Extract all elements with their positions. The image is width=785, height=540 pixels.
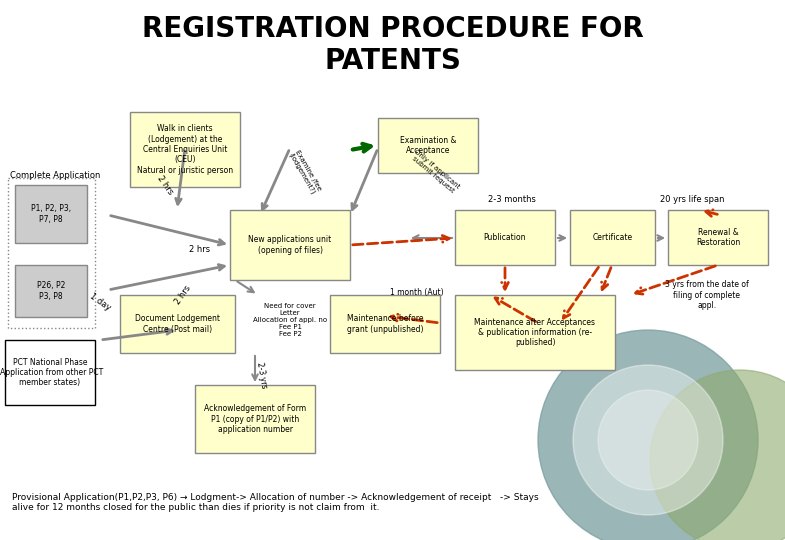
Text: 2 hrs: 2 hrs xyxy=(173,284,193,306)
Text: 2-3 months: 2-3 months xyxy=(488,195,536,205)
FancyBboxPatch shape xyxy=(130,112,240,187)
Text: P1, P2, P3,
P7, P8: P1, P2, P3, P7, P8 xyxy=(31,204,71,224)
Text: 2-3 yrs: 2-3 yrs xyxy=(255,361,268,389)
FancyBboxPatch shape xyxy=(570,210,655,265)
Circle shape xyxy=(650,370,785,540)
Text: Need for cover
Letter
Allocation of appl. no
Fee P1
Fee P2: Need for cover Letter Allocation of appl… xyxy=(253,303,327,337)
Text: PCT National Phase
(Application from other PCT
member states): PCT National Phase (Application from oth… xyxy=(0,357,103,387)
Text: 1 month (Aut): 1 month (Aut) xyxy=(390,287,444,296)
Text: Only if applicant
submit request: Only if applicant submit request xyxy=(409,148,461,195)
FancyBboxPatch shape xyxy=(230,210,350,280)
Text: 2 hrs: 2 hrs xyxy=(155,174,175,196)
Text: 3 yrs from the date of
filing of complete
appl.: 3 yrs from the date of filing of complet… xyxy=(665,280,749,310)
Text: Renewal &
Restoration: Renewal & Restoration xyxy=(696,228,740,247)
Text: 20 yrs life span: 20 yrs life span xyxy=(660,195,725,205)
FancyBboxPatch shape xyxy=(378,118,478,173)
FancyBboxPatch shape xyxy=(455,210,555,265)
FancyBboxPatch shape xyxy=(668,210,768,265)
Text: Document Lodgement
Centre (Post mail): Document Lodgement Centre (Post mail) xyxy=(135,314,220,334)
FancyBboxPatch shape xyxy=(455,295,615,370)
Circle shape xyxy=(573,365,723,515)
Text: Acknowledgement of Form
P1 (copy of P1/P2) with
application number: Acknowledgement of Form P1 (copy of P1/P… xyxy=(204,404,306,434)
Circle shape xyxy=(598,390,698,490)
Text: Maintenance before
grant (unpublished): Maintenance before grant (unpublished) xyxy=(347,314,423,334)
Text: P26, P2
P3, P8: P26, P2 P3, P8 xyxy=(37,281,65,301)
FancyBboxPatch shape xyxy=(5,340,95,405)
Text: Publication: Publication xyxy=(484,233,526,242)
Text: New applications unit
(opening of files): New applications unit (opening of files) xyxy=(248,235,331,255)
FancyBboxPatch shape xyxy=(195,385,315,453)
FancyBboxPatch shape xyxy=(120,295,235,353)
Text: Provisional Application(P1,P2,P3, P6) → Lodgment-> Allocation of number -> Ackno: Provisional Application(P1,P2,P3, P6) → … xyxy=(12,493,539,512)
Bar xyxy=(8,178,95,328)
Circle shape xyxy=(538,330,758,540)
FancyBboxPatch shape xyxy=(15,265,87,317)
Text: Examination &
Acceptance: Examination & Acceptance xyxy=(400,136,456,155)
Text: Walk in clients
(Lodgement) at the
Central Enquiries Unit
(CEU)
Natural or juris: Walk in clients (Lodgement) at the Centr… xyxy=(137,124,233,175)
FancyBboxPatch shape xyxy=(330,295,440,353)
Text: 2 hrs: 2 hrs xyxy=(189,246,210,254)
FancyBboxPatch shape xyxy=(15,185,87,243)
Text: Examine /fee
(lodgement?): Examine /fee (lodgement?) xyxy=(287,148,323,195)
Text: REGISTRATION PROCEDURE FOR
PATENTS: REGISTRATION PROCEDURE FOR PATENTS xyxy=(141,15,644,75)
Text: Complete Application: Complete Application xyxy=(10,171,100,179)
Text: Certificate: Certificate xyxy=(593,233,633,242)
Text: Maintenance after Acceptances
& publication information (re-
published): Maintenance after Acceptances & publicat… xyxy=(474,318,596,347)
Text: 1 day: 1 day xyxy=(88,292,112,312)
